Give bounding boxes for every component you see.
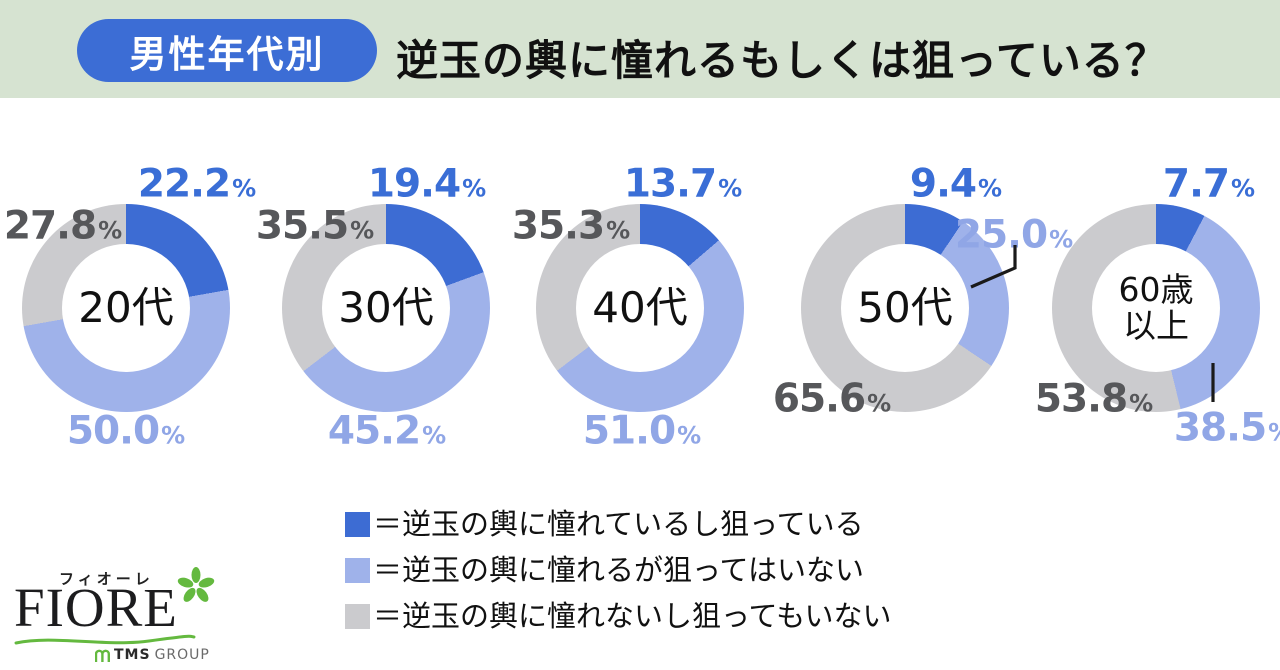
tms-group-line: TMS GROUP: [95, 647, 210, 663]
callout-leader-line: [1211, 363, 1215, 402]
donut-chart-30代: 30代 19.4% 45.2% 35.5%: [256, 165, 490, 451]
donut-hole: 60歳 以上: [1092, 244, 1220, 372]
tms-text: TMS: [114, 647, 151, 663]
donut-chart-50代: 50代 9.4% 25.0% 65.6%: [773, 165, 1073, 419]
donut-center-label: 30代: [338, 283, 434, 333]
percent-label-50代-series1: 25.0%: [954, 212, 1074, 258]
legend-label: ＝逆玉の輿に憧れるが狙ってはいない: [373, 553, 864, 587]
logo-wordmark: FIORE: [14, 577, 178, 638]
percent-label-60歳以上-series1: 38.5%: [1173, 405, 1280, 451]
legend-label: ＝逆玉の輿に憧れないし狙ってもいない: [373, 599, 892, 633]
tms-mark-icon: [95, 649, 110, 662]
donut-hole: 30代: [322, 244, 450, 372]
fiore-logo: フィオーレ FIORE TMS GROUP: [12, 563, 222, 668]
percent-label-60歳以上-series0: 7.7%: [1162, 161, 1256, 207]
percent-label-50代-series0: 9.4%: [909, 161, 1003, 207]
percent-label-50代-series2: 65.6%: [772, 376, 892, 422]
legend-swatch-gray: [345, 604, 370, 629]
donut-hole: 40代: [576, 244, 704, 372]
callout-leader-line: [970, 245, 1017, 289]
logo-kana-text: フィオーレ: [59, 570, 154, 588]
percent-label-40代-series1: 51.0%: [582, 408, 702, 454]
legend-item-admire-only: ＝逆玉の輿に憧れるが狙ってはいない: [345, 553, 892, 587]
legend-item-answer-yes-both: ＝逆玉の輿に憧れているし狙っている: [345, 507, 892, 541]
page-title: 逆玉の輿に憧れるもしくは狙っている？: [396, 36, 1168, 85]
percent-label-20代-series1: 50.0%: [66, 408, 186, 454]
percent-label-20代-series2: 27.8%: [3, 203, 123, 249]
donut-center-label: 40代: [592, 283, 688, 333]
donut-center-label: 50代: [857, 283, 953, 333]
chart-legend: ＝逆玉の輿に憧れているし狙っている ＝逆玉の輿に憧れるが狙ってはいない ＝逆玉の…: [345, 507, 892, 633]
percent-label-30代-series0: 19.4%: [367, 161, 487, 207]
donut-hole: 50代: [841, 244, 969, 372]
category-badge: 男性年代別: [77, 19, 377, 82]
percent-label-60歳以上-series2: 53.8%: [1034, 376, 1154, 422]
donut-chart-20代: 20代 22.2% 50.0% 27.8%: [4, 165, 256, 451]
legend-swatch-blue: [345, 512, 370, 537]
percent-label-40代-series2: 35.3%: [511, 203, 631, 249]
donut-center-label: 60歳 以上: [1118, 270, 1194, 345]
swoosh-underline: [14, 634, 196, 645]
percent-label-30代-series2: 35.5%: [255, 203, 375, 249]
legend-label: ＝逆玉の輿に憧れているし狙っている: [373, 507, 864, 541]
legend-item-neither: ＝逆玉の輿に憧れないし狙ってもいない: [345, 599, 892, 633]
header-band: 男性年代別 逆玉の輿に憧れるもしくは狙っている？: [0, 0, 1280, 98]
group-text: GROUP: [154, 647, 210, 663]
donut-center-label: 20代: [78, 283, 174, 333]
donut-chart-40代: 40代 13.7% 51.0% 35.3%: [512, 165, 744, 451]
legend-swatch-light-blue: [345, 558, 370, 583]
percent-label-40代-series0: 13.7%: [623, 161, 743, 207]
percent-label-20代-series0: 22.2%: [137, 161, 257, 207]
percent-label-30代-series1: 45.2%: [327, 408, 447, 454]
flower-icon: [177, 567, 215, 602]
donut-hole: 20代: [62, 244, 190, 372]
